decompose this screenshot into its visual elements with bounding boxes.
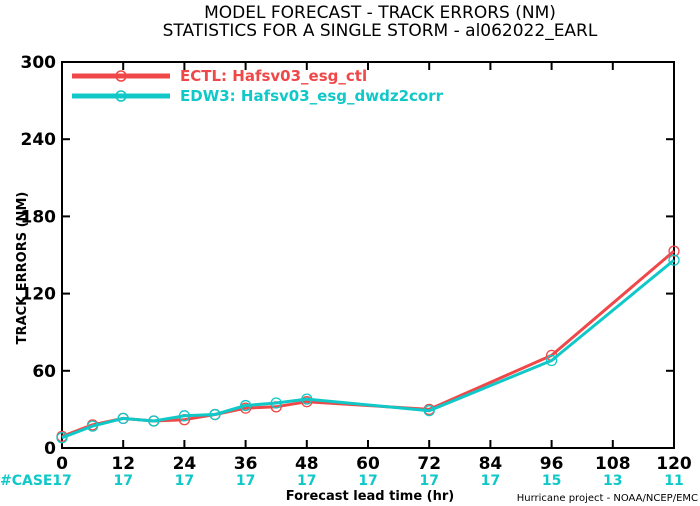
data-point — [209, 408, 221, 421]
x-axis-label: Forecast lead time (hr) — [286, 489, 454, 504]
case-count: 17 — [481, 473, 500, 489]
series-line — [61, 249, 675, 438]
data-point — [178, 410, 191, 422]
y-axis-label: TRACK ERRORS (NM) — [15, 192, 30, 345]
x-tick-label: 120 — [656, 454, 692, 474]
case-count: 17 — [175, 473, 194, 489]
x-tick-label: 84 — [479, 454, 503, 474]
case-count: 17 — [358, 473, 377, 489]
case-count: 17 — [297, 473, 316, 489]
x-tick-label: 60 — [356, 454, 380, 474]
legend-label: ECTL: Hafsv03_esg_ctl — [180, 67, 367, 85]
data-point — [148, 415, 160, 427]
x-tick-label: 48 — [295, 454, 319, 474]
case-count: 11 — [664, 473, 683, 489]
legend: ECTL: Hafsv03_esg_ctl EDW3: Hafsv03_esg_d… — [72, 67, 444, 105]
data-point — [270, 397, 282, 409]
case-count: 15 — [542, 473, 561, 489]
x-tick-label: 108 — [595, 454, 631, 474]
chart-subtitle: STATISTICS FOR A SINGLE STORM - al062022… — [163, 21, 598, 41]
series-line — [61, 258, 675, 440]
data-point — [56, 432, 68, 444]
x-tick-label: 72 — [417, 454, 441, 474]
data-point — [117, 412, 129, 425]
x-tick-label: 24 — [173, 454, 197, 474]
x-tick-label: 96 — [540, 454, 564, 474]
plot-frame — [61, 61, 675, 449]
data-point — [239, 399, 252, 412]
series-2 — [56, 254, 680, 444]
data-point — [423, 405, 435, 417]
legend-entry-1: ECTL: Hafsv03_esg_ctl — [72, 67, 367, 85]
data-point — [668, 254, 680, 266]
y-tick-label: 180 — [21, 207, 57, 227]
chart-title: MODEL FORECAST - TRACK ERRORS (NM) — [204, 3, 556, 23]
legend-label: EDW3: Hafsv03_esg_dwdz2corr — [180, 87, 444, 105]
data-point — [545, 354, 558, 367]
y-tick-label: 0 — [44, 439, 56, 459]
credit-text: Hurricane project - NOAA/NCEP/EMC — [517, 493, 698, 504]
case-count: 17 — [113, 473, 132, 489]
case-count: 13 — [603, 473, 622, 489]
series-layer — [56, 245, 680, 444]
case-count-row: #CASE 17 17 17 17 17 17 17 17 15 13 11 — [0, 473, 684, 489]
series-1 — [56, 245, 680, 443]
y-tick-label: 120 — [21, 285, 57, 305]
case-count: 17 — [52, 473, 71, 489]
x-tick-label: 36 — [234, 454, 258, 474]
legend-swatch-marker — [115, 70, 127, 82]
y-tick-label: 300 — [21, 53, 57, 73]
legend-swatch-marker — [115, 90, 127, 102]
data-point — [301, 393, 313, 405]
x-tick-label: 0 — [56, 454, 68, 474]
x-axis: 0 12 24 36 48 60 72 84 96 108 120 — [56, 62, 692, 474]
y-tick-label: 60 — [32, 362, 56, 382]
data-point — [86, 420, 99, 432]
case-count: 17 — [419, 473, 438, 489]
case-count: 17 — [236, 473, 255, 489]
x-tick-label: 12 — [111, 454, 135, 474]
y-axis: 0 60 120 180 240 300 — [21, 53, 674, 459]
y-tick-label: 240 — [21, 130, 57, 150]
data-point — [668, 245, 680, 257]
legend-entry-2: EDW3: Hafsv03_esg_dwdz2corr — [72, 87, 444, 105]
case-row-label: #CASE — [0, 473, 53, 489]
